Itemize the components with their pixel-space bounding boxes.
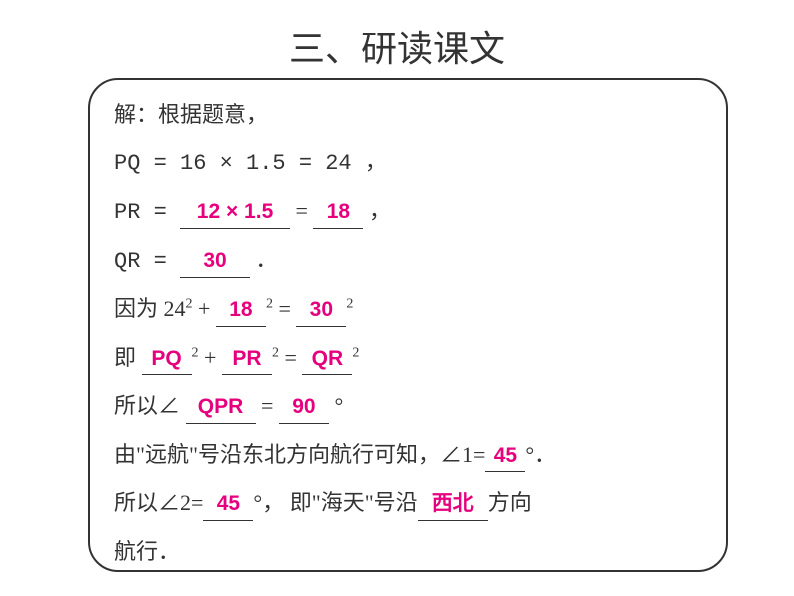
qpr-blank: QPR	[186, 389, 256, 424]
line-7: 所以∠ QPR = 90 °	[114, 389, 702, 424]
solution-box: 解：根据题意， PQ = 16 × 1.5 = 24 ， PR = 12 × 1…	[88, 78, 728, 572]
comma-1: ，	[369, 198, 391, 223]
ninety-blank: 90	[279, 389, 329, 424]
sup-5: 2	[272, 345, 279, 360]
ie-label: 即	[114, 345, 142, 370]
thirty-blank: 30	[296, 292, 346, 327]
sup-1: 2	[186, 297, 193, 312]
pr-calc-blank: 12 × 1.5	[180, 194, 290, 229]
line-6: 即 PQ 2 + PR 2 = QR 2	[114, 341, 702, 376]
yuanhang-text: 由"远航"号沿东北方向航行可知，∠1=	[114, 442, 485, 467]
sup-4: 2	[192, 345, 199, 360]
pr-answer-2: PR	[232, 347, 261, 370]
direction-answer: 西北	[432, 492, 474, 515]
line-4: QR = 30 ．	[114, 243, 702, 278]
pq-equation: PQ = 16 × 1.5 = 24 ，	[114, 151, 387, 176]
pr-calc-answer: 12 × 1.5	[197, 200, 273, 223]
direction-suffix: 方向	[488, 490, 532, 515]
direction-blank: 西北	[418, 486, 488, 521]
pr-blank-2: PR	[222, 341, 272, 376]
angle1-blank: 45	[485, 438, 525, 473]
line-3: PR = 12 × 1.5 = 18 ，	[114, 194, 702, 229]
equals-1: =	[296, 198, 314, 223]
qr-blank-2: QR	[302, 341, 352, 376]
qr-label: QR =	[114, 249, 180, 274]
period-1: ．	[256, 247, 278, 272]
line-1: 解：根据题意，	[114, 98, 702, 131]
section-title: 三、研读课文	[0, 0, 794, 72]
ninety-answer: 90	[292, 395, 315, 418]
eighteen-blank: 18	[216, 292, 266, 327]
qr-answer: 30	[203, 249, 226, 272]
angle2-answer: 45	[217, 492, 240, 515]
pr-result-blank: 18	[313, 194, 363, 229]
sup-6: 2	[352, 345, 359, 360]
plus-1: +	[198, 296, 216, 321]
qr-answer-2: QR	[312, 347, 344, 370]
therefore-angle: 所以∠	[114, 393, 180, 418]
equals-4: =	[261, 393, 279, 418]
pq-answer: PQ	[151, 347, 181, 370]
plus-2: +	[204, 345, 222, 370]
haitian-text: °， 即"海天"号沿	[253, 490, 417, 515]
degree-2: °．	[525, 442, 556, 467]
because-24: 因为 24	[114, 296, 186, 321]
pr-result-answer: 18	[327, 200, 350, 223]
equals-3: =	[284, 345, 302, 370]
line-2: PQ = 16 × 1.5 = 24 ，	[114, 145, 702, 180]
line-5: 因为 242 + 182 = 302	[114, 292, 702, 327]
sup-2: 2	[266, 297, 273, 312]
degree-1: °	[334, 393, 343, 418]
line-9: 所以∠2= 45 °， 即"海天"号沿西北方向	[114, 486, 702, 521]
qr-blank: 30	[180, 243, 250, 278]
pr-label: PR =	[114, 200, 180, 225]
eighteen-answer: 18	[229, 298, 252, 321]
line-8: 由"远航"号沿东北方向航行可知，∠1= 45 °．	[114, 438, 702, 473]
equals-2: =	[278, 296, 296, 321]
pq-blank: PQ	[142, 341, 192, 376]
angle2-blank: 45	[203, 486, 253, 521]
angle1-answer: 45	[494, 444, 517, 467]
thirty-answer: 30	[310, 298, 333, 321]
qpr-answer: QPR	[198, 395, 244, 418]
line-10: 航行．	[114, 535, 702, 568]
therefore-angle2: 所以∠2=	[114, 490, 203, 515]
sup-3: 2	[346, 297, 353, 312]
